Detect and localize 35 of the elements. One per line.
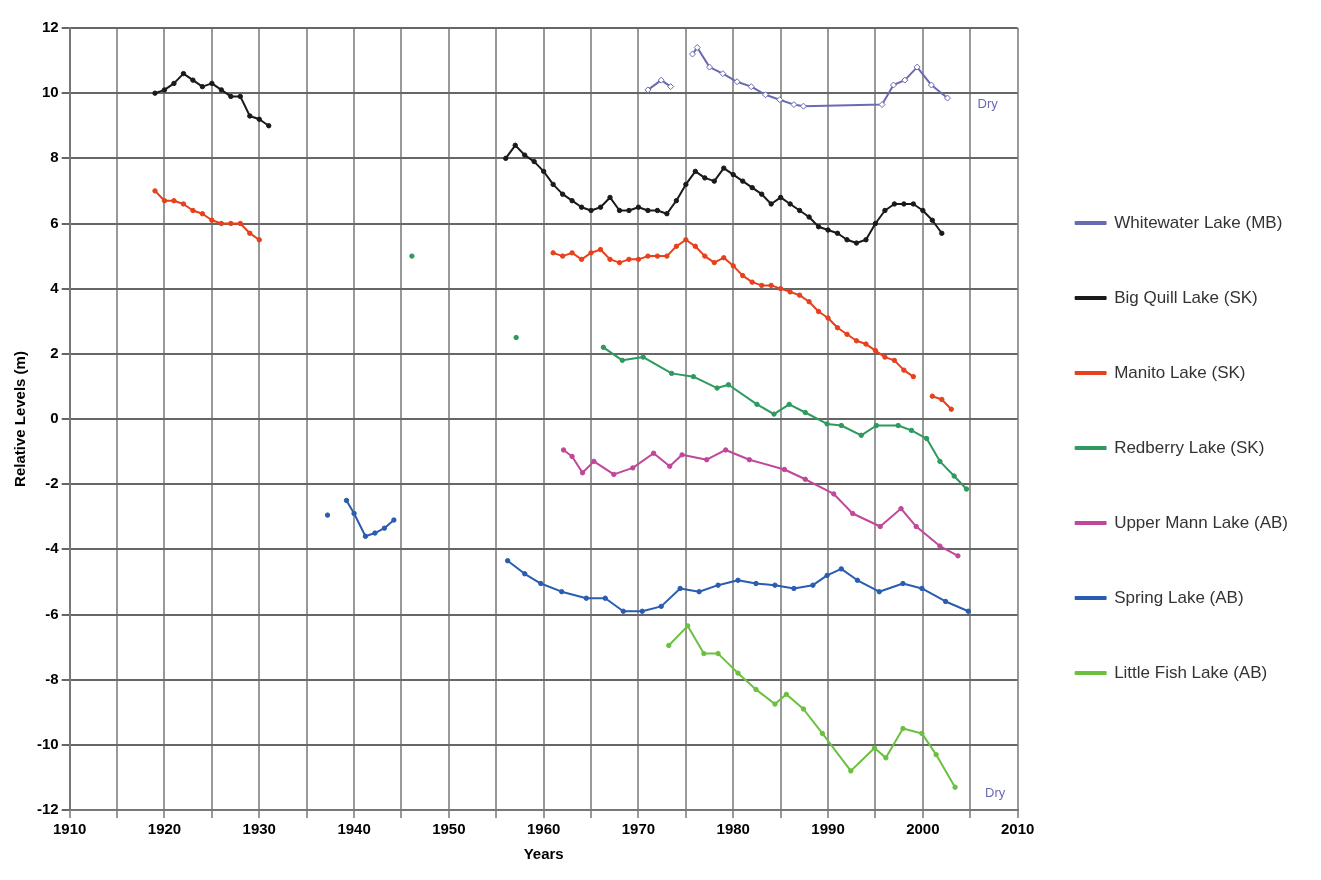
x-tick-label: 1950 xyxy=(432,820,466,838)
y-tick-label: 2 xyxy=(50,343,59,361)
y-tick-label: -12 xyxy=(36,800,59,818)
y-tick-label: -10 xyxy=(36,734,59,752)
x-tick-label: 1910 xyxy=(52,820,87,838)
y-axis-title: Relative Levels (m) xyxy=(11,351,29,487)
y-tick-label: -2 xyxy=(45,474,59,492)
x-axis-title: Years xyxy=(523,845,564,863)
legend-label: Redberry Lake (SK) xyxy=(1114,437,1265,457)
x-tick-label: 1970 xyxy=(621,820,656,838)
x-tick-label: 1980 xyxy=(716,820,750,838)
y-tick-label: 6 xyxy=(50,213,59,231)
x-tick-label: 1930 xyxy=(242,820,276,838)
legend-label: Spring Lake (AB) xyxy=(1114,587,1244,607)
y-tick-label: -8 xyxy=(45,669,59,687)
x-tick-label: 1960 xyxy=(526,820,561,838)
annotation: Dry xyxy=(985,784,1006,800)
x-tick-label: 1990 xyxy=(811,820,845,838)
legend-label: Upper Mann Lake (AB) xyxy=(1114,512,1289,532)
x-tick-label: 2000 xyxy=(906,820,940,838)
y-tick-label: 12 xyxy=(41,18,59,36)
y-tick-label: 4 xyxy=(50,278,60,296)
x-tick-label: 1940 xyxy=(337,820,371,838)
annotation: Dry xyxy=(977,95,999,111)
legend-label: Whitewater Lake (MB) xyxy=(1114,212,1283,232)
x-tick-label: 1920 xyxy=(147,820,182,838)
y-tick-label: -4 xyxy=(45,539,60,557)
legend-label: Manito Lake (SK) xyxy=(1114,362,1246,382)
y-tick-label: 0 xyxy=(50,409,59,427)
legend-label: Big Quill Lake (SK) xyxy=(1114,287,1258,307)
y-tick-label: 10 xyxy=(41,83,59,101)
x-tick-label: 2010 xyxy=(1000,820,1035,838)
y-tick-label: -6 xyxy=(45,604,59,622)
legend-label: Little Fish Lake (AB) xyxy=(1114,662,1268,682)
y-tick-label: 8 xyxy=(50,148,59,166)
